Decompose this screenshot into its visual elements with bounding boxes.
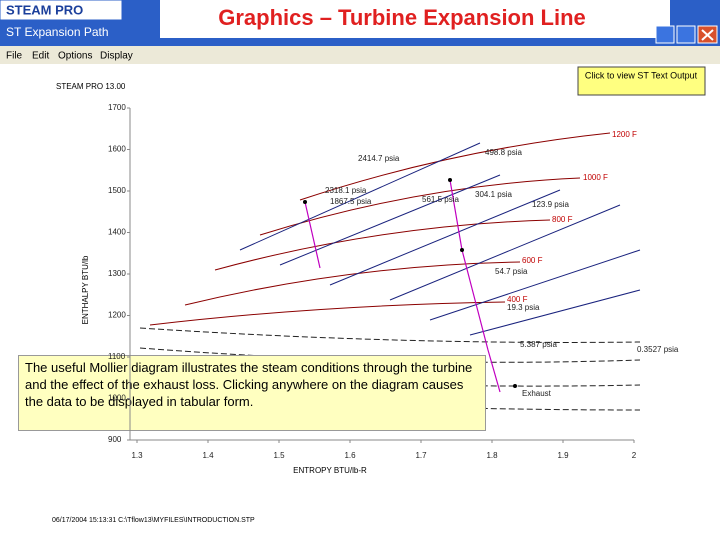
state-point: [460, 248, 464, 252]
x-tick-label: 1.4: [202, 451, 214, 460]
pressure-label: 2318.1 psia: [325, 186, 367, 195]
x-tick-label: 1.3: [131, 451, 143, 460]
pressure-label: 5.387 psia: [520, 340, 557, 349]
version: STEAM PRO 13.00: [56, 82, 126, 91]
state-point: [448, 178, 452, 182]
exhaust-label: Exhaust: [522, 389, 552, 398]
status: 06/17/2004 15:13:31 C:\Tflow13\MYFILES\I…: [52, 517, 255, 524]
pressure-label: 1867.5 psia: [330, 197, 372, 206]
y-tick-label: 1300: [108, 269, 126, 278]
temp-label: 1200 F: [612, 130, 637, 139]
window-buttons[interactable]: [655, 25, 718, 44]
isotherm: [299, 132, 611, 201]
x-tick-label: 2: [632, 451, 637, 460]
button-label[interactable]: Click to view ST Text Output: [585, 70, 698, 80]
isotherm: [214, 219, 551, 271]
plot[interactable]: [139, 132, 641, 411]
pressure-label: 561.5 psia: [422, 195, 459, 204]
temp-label: 400 F: [507, 295, 528, 304]
pressure-label: 123.9 psia: [532, 200, 569, 209]
callout: The useful Mollier diagram illustrates t…: [18, 355, 486, 431]
title-box: [160, 0, 670, 38]
menu-item[interactable]: Edit: [32, 51, 49, 62]
y-tick-label: 900: [108, 435, 122, 444]
x-tick-label: 1.5: [273, 451, 285, 460]
x-tick-label: 1.6: [344, 451, 356, 460]
menu-item[interactable]: Options: [58, 51, 92, 62]
y-tick-label: 1700: [108, 103, 126, 112]
temp-label: 800 F: [552, 215, 573, 224]
temp-label: 1000 F: [583, 173, 608, 182]
pressure-label: 19.3 psia: [507, 303, 540, 312]
menu-item[interactable]: Display: [100, 51, 133, 62]
x-tick-label: 1.9: [557, 451, 569, 460]
y-tick-label: 1400: [108, 228, 126, 237]
isotherm: [149, 301, 506, 326]
y-tick-label: 1000: [108, 394, 126, 403]
pressure-label: 304.1 psia: [475, 190, 512, 199]
isobar: [239, 142, 641, 336]
text-output-button[interactable]: [577, 66, 706, 96]
menu-item[interactable]: File: [6, 51, 23, 62]
y-axis-label: ENTHALPY BTU/lb: [81, 255, 90, 324]
maximize-button[interactable]: [676, 25, 696, 44]
state-point: [513, 384, 517, 388]
pressure-label: 54.7 psia: [495, 267, 528, 276]
minimize-button[interactable]: [655, 25, 675, 44]
logo: STEAM PRO: [6, 2, 83, 17]
state-point: [303, 200, 307, 204]
pressure-label: 2414.7 psia: [358, 154, 400, 163]
x-tick-label: 1.8: [486, 451, 498, 460]
y-tick-label: 1500: [108, 186, 126, 195]
callout-box: The useful Mollier diagram illustrates t…: [18, 355, 486, 431]
y-tick-label: 1200: [108, 311, 126, 320]
pressure-label: 498.8 psia: [485, 148, 522, 157]
y-tick-label: 1600: [108, 145, 126, 154]
slide-title: Graphics – Turbine Expansion Line: [218, 5, 586, 30]
window-title: ST Expansion Path: [6, 25, 109, 39]
close-icon: [701, 29, 714, 41]
x-axis-label: ENTROPY BTU/lb-R: [293, 466, 367, 475]
temp-label: 600 F: [522, 256, 543, 265]
menu-bar: [0, 46, 720, 64]
pressure-label: 0.3527 psia: [637, 345, 679, 354]
x-tick-label: 1.7: [415, 451, 427, 460]
y-tick-label: 1100: [108, 352, 126, 361]
expansion-line: [304, 179, 501, 393]
logo-box: [0, 0, 123, 21]
isotherm: [184, 261, 521, 306]
